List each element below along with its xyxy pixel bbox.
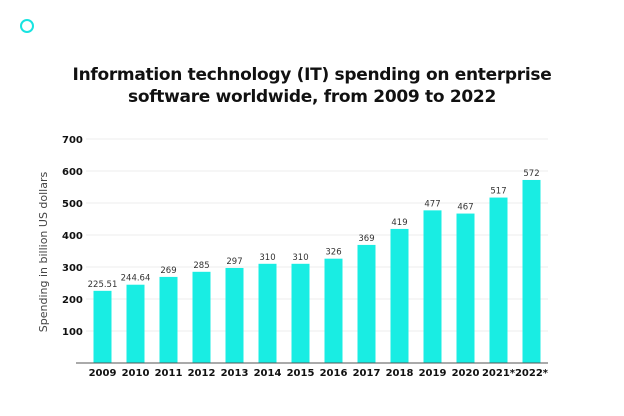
bar [159,276,178,363]
x-tick-label: 2013 [221,368,249,379]
x-tick-label: 2012 [188,368,216,379]
x-tick-label: 2018 [386,368,414,379]
data-label: 310 [259,253,275,263]
x-tick-label: 2009 [89,368,117,379]
chart-title-line2: software worldwide, from 2009 to 2022 [128,87,496,107]
data-label: 310 [292,253,308,263]
chart-title: Information technology (IT) spending on … [0,64,624,108]
data-label: 297 [226,257,242,267]
x-tick-label: 2010 [122,368,150,379]
y-tick-label: 100 [62,327,83,338]
bar [423,210,442,363]
bar [93,290,112,363]
y-tick-label: 600 [62,167,83,178]
data-label: 244.64 [121,274,151,284]
y-tick-label: 700 [62,135,83,146]
bar [225,267,244,363]
x-tick-label: 2017 [353,368,381,379]
bar [456,213,475,363]
y-tick-label: 500 [62,199,83,210]
data-label: 369 [358,234,374,244]
data-label: 477 [424,199,440,209]
y-tick-label: 400 [62,231,83,242]
data-label: 269 [160,266,176,276]
bar [489,197,508,363]
bar [357,244,376,363]
bar [522,179,541,363]
x-tick-label: 2021* [482,368,516,379]
data-label: 467 [457,203,473,213]
bar [291,263,310,363]
chart-title-line1: Information technology (IT) spending on … [72,65,552,85]
data-label: 225.51 [88,280,118,290]
x-tick-label: 2011 [155,368,183,379]
x-tick-label: 2019 [419,368,447,379]
x-tick-label: 2014 [254,368,282,379]
bar [258,263,277,363]
x-tick-label: 2015 [287,368,315,379]
x-tick-label: 2020 [452,368,480,379]
data-label: 419 [391,218,407,228]
x-tick-label: 2016 [320,368,348,379]
bar [192,271,211,363]
x-tick-label: 2022* [515,368,549,379]
bar [324,258,343,363]
data-label: 326 [325,248,341,258]
data-label: 517 [490,187,506,197]
bar [126,284,145,363]
y-tick-label: 300 [62,263,83,274]
data-label: 572 [523,169,539,179]
y-tick-label: 200 [62,295,83,306]
logo-circle-icon [20,19,34,33]
data-label: 285 [193,261,209,271]
y-axis-label: Spending in billion US dollars [37,172,50,333]
bar [390,228,409,363]
